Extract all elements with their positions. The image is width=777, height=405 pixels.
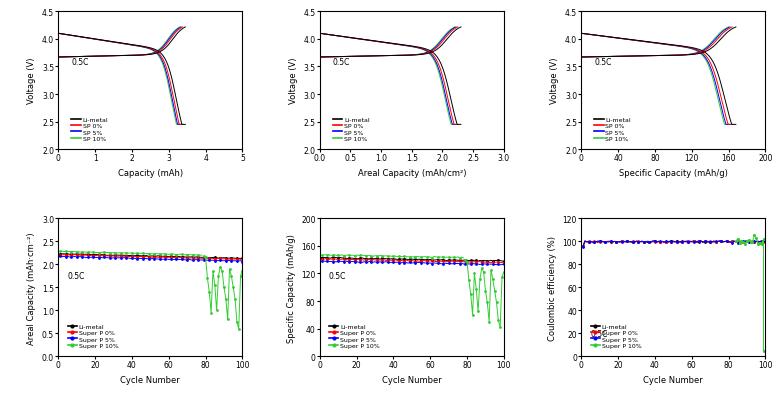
Y-axis label: Voltage (V): Voltage (V) [550, 58, 559, 104]
Text: 0.5C: 0.5C [594, 58, 611, 66]
X-axis label: Cycle Number: Cycle Number [120, 375, 180, 384]
Legend: Li-metal, Super P 0%, Super P 5%, Super P 10%: Li-metal, Super P 0%, Super P 5%, Super … [588, 321, 644, 351]
Legend: Li-metal, Super P 0%, Super P 5%, Super P 10%: Li-metal, Super P 0%, Super P 5%, Super … [326, 321, 382, 351]
Text: 0.5C: 0.5C [329, 271, 347, 280]
X-axis label: Cycle Number: Cycle Number [382, 375, 441, 384]
Text: 0.5C: 0.5C [333, 58, 350, 66]
Legend: Li-metal, SP 0%, SP 5%, SP 10%: Li-metal, SP 0%, SP 5%, SP 10% [592, 115, 633, 144]
Legend: Li-metal, SP 0%, SP 5%, SP 10%: Li-metal, SP 0%, SP 5%, SP 10% [330, 115, 372, 144]
Text: 0.5C: 0.5C [71, 58, 89, 66]
Y-axis label: Specific Capacity (mAh/g): Specific Capacity (mAh/g) [287, 233, 295, 342]
Legend: Li-metal, Super P 0%, Super P 5%, Super P 10%: Li-metal, Super P 0%, Super P 5%, Super … [65, 321, 121, 351]
Y-axis label: Coulombic efficiency (%): Coulombic efficiency (%) [548, 235, 557, 340]
Text: 0.5C: 0.5C [591, 329, 608, 338]
Y-axis label: Voltage (V): Voltage (V) [289, 58, 298, 104]
Y-axis label: Voltage (V): Voltage (V) [27, 58, 37, 104]
X-axis label: Capacity (mAh): Capacity (mAh) [118, 168, 183, 177]
Legend: Li-metal, SP 0%, SP 5%, SP 10%: Li-metal, SP 0%, SP 5%, SP 10% [69, 115, 110, 144]
X-axis label: Cycle Number: Cycle Number [643, 375, 703, 384]
Y-axis label: Areal Capacity (mAh·cm⁻²): Areal Capacity (mAh·cm⁻²) [27, 231, 37, 344]
Text: 0.5C: 0.5C [68, 271, 85, 280]
X-axis label: Specific Capacity (mAh/g): Specific Capacity (mAh/g) [618, 168, 728, 177]
X-axis label: Areal Capacity (mAh/cm²): Areal Capacity (mAh/cm²) [357, 168, 466, 177]
